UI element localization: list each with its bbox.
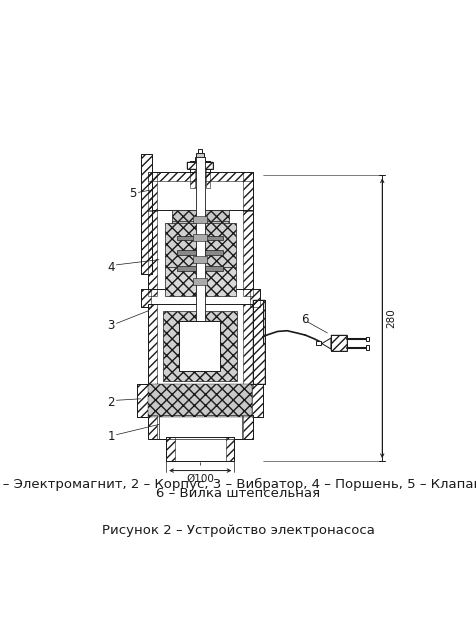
Bar [317,341,321,345]
Bar [198,149,202,152]
Bar [163,311,237,380]
Bar [190,161,195,188]
Bar [177,250,223,255]
Bar [253,300,265,384]
Bar [187,162,213,169]
Bar [140,289,260,308]
Bar [243,172,253,211]
Bar [148,172,253,181]
Bar [166,437,234,461]
Bar [243,415,253,439]
Bar [243,210,253,296]
Text: Рисунок 2 – Устройство электронасоса: Рисунок 2 – Устройство электронасоса [101,524,375,537]
Bar [148,210,158,296]
Text: 4: 4 [108,260,115,274]
Text: 280: 280 [386,308,396,328]
Bar [366,345,369,350]
Text: 6 – Вилка штепсельная: 6 – Вилка штепсельная [156,487,320,500]
Text: 3: 3 [108,319,115,332]
Bar [250,289,260,308]
Text: 1: 1 [108,431,115,443]
Bar [243,304,253,388]
Bar [179,321,220,371]
Bar [137,384,263,417]
Bar [331,335,347,351]
Text: 2: 2 [108,396,115,409]
Polygon shape [172,221,229,238]
Bar [148,172,158,211]
Bar [252,384,263,417]
Bar [148,304,158,388]
Bar [148,415,253,439]
Bar [193,278,207,285]
Bar [366,337,369,341]
Bar [226,437,234,461]
Bar [166,437,175,461]
Bar [253,300,265,384]
Bar [137,384,148,417]
Text: Ø100: Ø100 [187,473,214,484]
Bar [193,234,207,241]
Polygon shape [172,210,229,223]
Bar [140,154,151,274]
Bar [331,335,347,351]
Bar [148,304,253,388]
Bar [193,256,207,263]
Bar [196,157,205,325]
Text: 6: 6 [302,313,309,326]
Text: 1 – Электромагнит, 2 – Корпус, 3 – Вибратор, 4 – Поршень, 5 – Клапан,: 1 – Электромагнит, 2 – Корпус, 3 – Вибра… [0,478,476,491]
Bar [190,161,210,188]
Bar [148,210,253,296]
Bar [196,152,204,157]
Bar [140,289,151,308]
Bar [148,172,253,211]
Text: 5: 5 [129,188,137,200]
Bar [187,162,213,169]
Bar [193,216,207,223]
Bar [206,161,210,188]
Polygon shape [320,338,331,349]
Bar [165,223,236,267]
Bar [165,267,236,296]
Bar [148,384,252,417]
Bar [195,157,205,162]
Bar [148,415,158,439]
Bar [159,415,242,439]
Bar [177,266,223,271]
Bar [140,154,151,274]
Bar [177,235,223,240]
